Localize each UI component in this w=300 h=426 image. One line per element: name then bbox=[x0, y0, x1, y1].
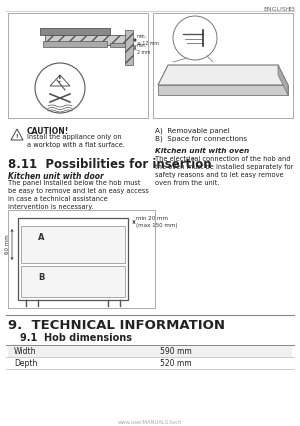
Text: 9.  TECHNICAL INFORMATION: 9. TECHNICAL INFORMATION bbox=[8, 319, 225, 332]
Text: www.userMANUALS.tech: www.userMANUALS.tech bbox=[118, 420, 182, 425]
Bar bbox=[125, 30, 133, 65]
Text: !: ! bbox=[16, 133, 18, 138]
Text: Width: Width bbox=[14, 347, 37, 356]
Bar bbox=[40, 28, 110, 35]
Bar bbox=[18, 218, 128, 300]
Text: min 20 mm
(max 150 mm): min 20 mm (max 150 mm) bbox=[136, 216, 178, 227]
Text: min.
2 mm: min. 2 mm bbox=[137, 43, 151, 55]
Circle shape bbox=[35, 63, 85, 113]
Text: Kitchen unit with door: Kitchen unit with door bbox=[8, 172, 104, 181]
Bar bbox=[110, 43, 125, 47]
Bar bbox=[21, 226, 125, 263]
Polygon shape bbox=[158, 85, 288, 95]
Polygon shape bbox=[50, 75, 70, 86]
Text: B)  Space for connections: B) Space for connections bbox=[155, 136, 247, 143]
Bar bbox=[43, 41, 107, 47]
Text: The electrical connection of the hob and
the oven must be installed separately f: The electrical connection of the hob and… bbox=[155, 156, 293, 186]
Text: 9.1  Hob dimensions: 9.1 Hob dimensions bbox=[20, 333, 132, 343]
Text: The panel installed below the hob must
be easy to remove and let an easy access
: The panel installed below the hob must b… bbox=[8, 180, 149, 210]
Bar bbox=[8, 13, 148, 118]
Text: min.
≥ 12 mm: min. ≥ 12 mm bbox=[137, 35, 159, 46]
Text: 520 mm: 520 mm bbox=[160, 359, 192, 368]
Text: A)  Removable panel: A) Removable panel bbox=[155, 127, 230, 133]
Text: 60 mm: 60 mm bbox=[5, 234, 10, 254]
Bar bbox=[18, 218, 128, 226]
Text: B: B bbox=[38, 273, 44, 282]
Text: 590 mm: 590 mm bbox=[160, 347, 192, 356]
Bar bbox=[21, 266, 125, 297]
Polygon shape bbox=[158, 65, 288, 85]
Text: Kitchen unit with oven: Kitchen unit with oven bbox=[155, 148, 249, 154]
Bar bbox=[45, 35, 130, 45]
Bar bbox=[8, 357, 292, 369]
Text: 8.11  Possibilities for insertion: 8.11 Possibilities for insertion bbox=[8, 158, 211, 171]
Text: 23: 23 bbox=[288, 7, 296, 12]
Circle shape bbox=[173, 16, 217, 60]
Text: !: ! bbox=[58, 75, 62, 83]
Polygon shape bbox=[11, 129, 23, 140]
Polygon shape bbox=[278, 65, 288, 95]
Bar bbox=[8, 345, 292, 357]
Text: Depth: Depth bbox=[14, 359, 38, 368]
Text: A: A bbox=[38, 233, 44, 242]
Text: CAUTION!: CAUTION! bbox=[27, 127, 69, 136]
Text: ENGLISH: ENGLISH bbox=[263, 7, 291, 12]
Text: Install the appliance only on
a worktop with a flat surface.: Install the appliance only on a worktop … bbox=[27, 134, 125, 148]
Bar bbox=[153, 13, 293, 118]
Bar bbox=[8, 210, 155, 308]
